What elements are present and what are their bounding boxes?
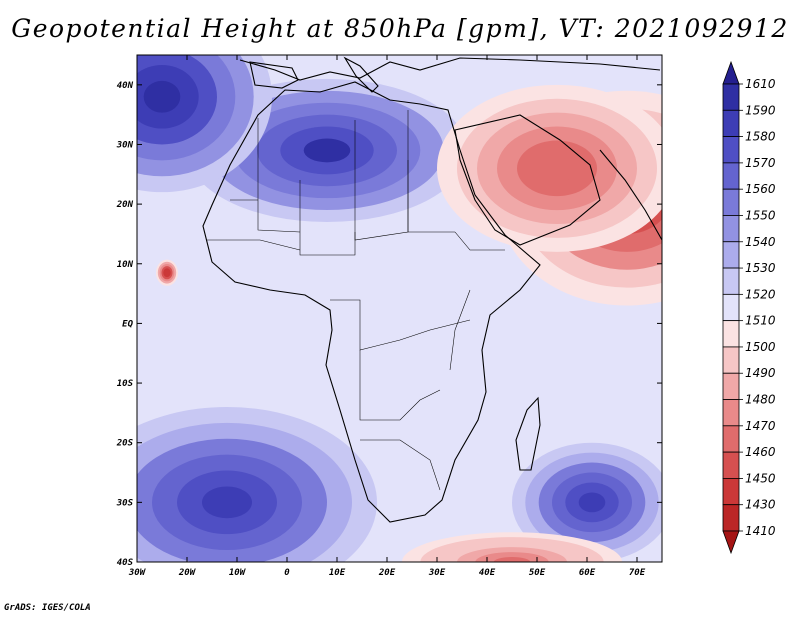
colorbar-swatch bbox=[722, 504, 740, 532]
colorbar-label: 1540 bbox=[745, 235, 776, 249]
colorbar-label: 1610 bbox=[745, 77, 776, 91]
contour-level bbox=[578, 492, 606, 513]
colorbar-label: 1410 bbox=[745, 524, 776, 538]
x-tick-label: 30E bbox=[428, 568, 446, 578]
y-tick-label: 30S bbox=[116, 498, 134, 508]
map-frame bbox=[136, 54, 663, 563]
grads-credit: GrADS: IGES/COLA bbox=[4, 603, 91, 613]
system-tropical-cyclone bbox=[156, 259, 178, 286]
africa-coastline bbox=[202, 81, 541, 523]
axes: 30W 20W 10W 0 10E 20E 30E 40E 50E 60E 70E 40N 30N 20N… bbox=[116, 55, 662, 578]
height-field bbox=[137, 55, 662, 562]
colorbar-label: 1590 bbox=[745, 103, 776, 117]
y-tick-label: 20N bbox=[116, 200, 134, 210]
colorbar-label: 1490 bbox=[745, 366, 776, 380]
colorbar-label: 1550 bbox=[745, 208, 776, 222]
colorbar-label: 1520 bbox=[745, 287, 776, 301]
colorbar-swatch bbox=[722, 267, 740, 295]
colorbar-swatch bbox=[722, 399, 740, 427]
contour-level bbox=[537, 154, 577, 183]
system-mascarene-high bbox=[512, 442, 662, 562]
coastlines bbox=[202, 56, 662, 523]
colorbar-swatch bbox=[722, 241, 740, 269]
system-southern-ocean-low bbox=[402, 532, 622, 562]
colorbar-label: 1560 bbox=[745, 182, 776, 196]
map-title: Geopotential Height at 850hPa [gpm], VT:… bbox=[11, 14, 789, 43]
contour-fill-layer bbox=[137, 55, 662, 562]
system-north-atlantic-high bbox=[137, 55, 272, 193]
x-tick-label: 0 bbox=[284, 568, 290, 578]
colorbar-label: 1450 bbox=[745, 471, 776, 485]
colorbar-label: 1460 bbox=[745, 445, 776, 459]
colorbar-label: 1510 bbox=[745, 314, 776, 328]
colorbar-swatch bbox=[722, 451, 740, 479]
contour-level bbox=[493, 557, 531, 562]
x-tick-label: 20W bbox=[178, 568, 197, 578]
colorbar-bottom-arrow bbox=[722, 530, 740, 555]
y-tick-label: 10S bbox=[117, 379, 134, 389]
x-tick-label: 10E bbox=[329, 568, 346, 578]
country-borders bbox=[203, 110, 505, 491]
x-tick-label: 20E bbox=[378, 568, 396, 578]
x-tick-label: 30W bbox=[128, 568, 147, 578]
colorbar-label: 1470 bbox=[745, 419, 776, 433]
y-tick-label: 40S bbox=[117, 558, 134, 568]
europe-coastline bbox=[239, 57, 661, 81]
colorbar-swatch bbox=[722, 425, 740, 453]
x-tick-label: 70E bbox=[629, 568, 646, 578]
colorbar-label: 1500 bbox=[745, 340, 776, 354]
colorbar: 1610 1590 1580 1570 1560 1550 1540 1530 1520 1510… bbox=[722, 60, 776, 555]
colorbar-label: 1580 bbox=[745, 130, 776, 144]
x-tick-label: 50E bbox=[529, 568, 546, 578]
colorbar-swatch bbox=[722, 215, 740, 243]
system-persian-gulf-low bbox=[437, 84, 662, 252]
contour-level bbox=[165, 270, 169, 275]
contour-level bbox=[202, 486, 252, 519]
colorbar-label: 1430 bbox=[745, 498, 776, 512]
arabia-coastline bbox=[454, 114, 601, 246]
india-coastline bbox=[599, 149, 662, 241]
colorbar-swatch bbox=[722, 83, 740, 111]
colorbar-swatch bbox=[722, 346, 740, 374]
colorbar-swatch bbox=[722, 478, 740, 506]
italy-coastline bbox=[343, 56, 379, 93]
y-tick-label: 30N bbox=[116, 140, 134, 150]
contour-level bbox=[143, 80, 181, 113]
contour-level bbox=[303, 138, 351, 163]
madagascar-coastline bbox=[515, 396, 541, 471]
colorbar-swatch bbox=[722, 136, 740, 164]
colorbar-swatch bbox=[722, 162, 740, 190]
system-south-atlantic-high bbox=[137, 406, 377, 562]
colorbar-swatch bbox=[722, 320, 740, 348]
colorbar-label: 1530 bbox=[745, 261, 776, 275]
colorbar-label: 1570 bbox=[745, 156, 776, 170]
colorbar-label: 1480 bbox=[745, 393, 776, 407]
colorbar-swatch bbox=[722, 372, 740, 400]
iberia-coastline bbox=[249, 61, 299, 89]
colorbar-swatch bbox=[722, 188, 740, 216]
x-tick-label: 10W bbox=[229, 568, 247, 578]
colorbar-swatch bbox=[722, 109, 740, 137]
y-tick-label: 10N bbox=[117, 260, 134, 270]
y-tick-label: 40N bbox=[117, 81, 134, 91]
y-tick-label: 20S bbox=[116, 439, 134, 449]
x-tick-label: 40E bbox=[479, 568, 496, 578]
y-tick-label: EQ bbox=[122, 319, 133, 329]
x-tick-label: 60E bbox=[579, 568, 596, 578]
colorbar-top-arrow bbox=[722, 60, 740, 85]
colorbar-swatch bbox=[722, 293, 740, 322]
